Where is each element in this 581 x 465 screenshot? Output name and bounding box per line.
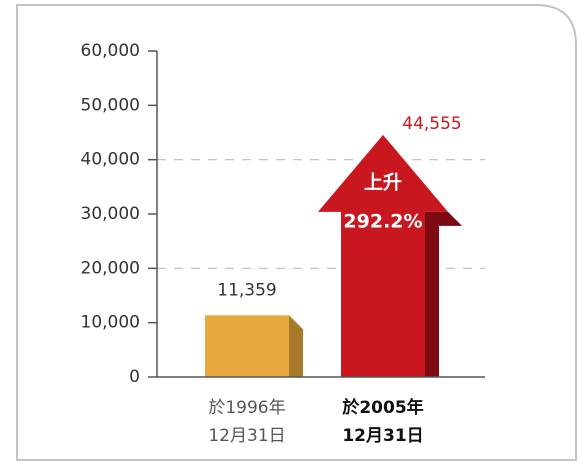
x-tick-label: 12月31日 xyxy=(208,426,285,446)
y-tick-label: 20,000 xyxy=(81,258,140,278)
bar-side xyxy=(289,315,303,377)
arrow-bar xyxy=(318,134,448,377)
x-tick-label: 於1996年 xyxy=(208,398,285,418)
x-tick-label: 於2005年 xyxy=(342,397,423,418)
value-label: 44,555 xyxy=(402,114,461,134)
arrow-side xyxy=(425,211,439,377)
annotation: 上升 xyxy=(364,172,402,194)
y-tick-label: 30,000 xyxy=(81,204,140,224)
y-tick-label: 50,000 xyxy=(81,95,140,115)
x-tick-label: 12月31日 xyxy=(342,426,423,446)
y-tick-label: 10,000 xyxy=(81,313,140,333)
arrow-head-side xyxy=(425,211,462,226)
y-tick-label: 60,000 xyxy=(81,41,140,61)
y-tick-label: 40,000 xyxy=(81,150,140,170)
value-label: 11,359 xyxy=(217,280,276,300)
frame xyxy=(16,4,577,461)
annotation: 292.2% xyxy=(343,211,422,233)
bar xyxy=(205,315,289,377)
y-tick-label: 0 xyxy=(129,367,140,387)
